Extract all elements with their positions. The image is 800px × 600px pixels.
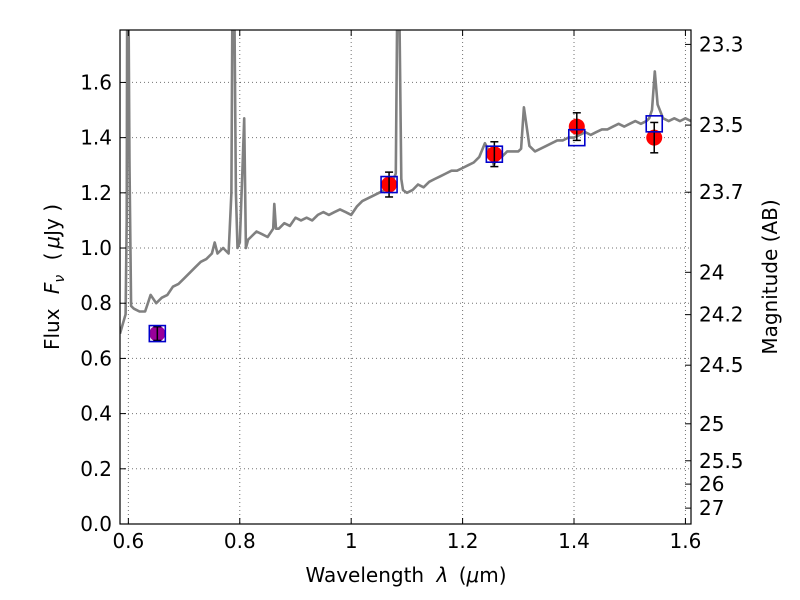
y2-tick-label: 23.5 (699, 113, 744, 137)
model-point (485, 145, 504, 163)
x-tick-label: 1 (345, 529, 358, 553)
x-axis-label-unit-open: ( (459, 563, 467, 587)
y-axis-label-unit-mu: μ (40, 236, 64, 250)
y-tick-label: 0.8 (80, 291, 112, 315)
axis-ticks (120, 30, 691, 525)
grid (120, 30, 691, 525)
y-tick-label: 1.2 (80, 181, 112, 205)
x-tick-label: 1.2 (447, 529, 479, 553)
observed-point (149, 325, 166, 342)
y-tick-label: 1.4 (80, 126, 112, 150)
observed-point (568, 112, 585, 142)
y2-tick-label: 23.3 (699, 32, 744, 56)
y-axis-label-sub: ν (52, 275, 68, 283)
y2-tick-label: 25.5 (699, 449, 744, 473)
plot-frame (119, 29, 692, 525)
y2-tick-label: 23.7 (699, 180, 744, 204)
observed-point (646, 121, 663, 154)
y2-axis-label: Magnitude (AB) (758, 199, 782, 354)
y2-tick-label: 26 (699, 472, 724, 496)
y2-tick-label: 24.5 (699, 353, 744, 377)
y-tick-label: 1.6 (80, 70, 112, 94)
y-tick-label: 0.6 (80, 346, 112, 370)
y-axis-label-unit-open: ( (40, 253, 64, 261)
y2-tick-label: 24 (699, 260, 724, 284)
y-axis-label-symbol: F (40, 282, 64, 294)
x-axis-label: Wavelength λ (μm) (305, 563, 506, 587)
x-tick-label: 1.6 (670, 529, 702, 553)
tick-labels: 0.6 0.8 1 1.2 1.4 1.6 0.0 0.2 0.4 0.6 0.8 1.0 1.2 1.4… (80, 32, 743, 553)
x-axis-label-unit-mu: μ (466, 563, 480, 587)
x-tick-label: 1.4 (558, 529, 590, 553)
y-axis-label-text: Flux (40, 308, 64, 350)
x-axis-label-unit-rest: m) (479, 563, 506, 587)
spectrum-line (120, 30, 691, 334)
plot-area (120, 30, 691, 343)
x-axis-label-symbol: λ (435, 563, 448, 587)
model-point (380, 175, 398, 194)
x-tick-label: 0.6 (112, 529, 144, 553)
y-tick-label: 0.0 (80, 512, 112, 536)
y-tick-label: 1.0 (80, 236, 112, 260)
model-point (645, 115, 664, 133)
y-tick-label: 0.4 (80, 402, 112, 426)
y-axis-label: Flux Fν ( μJy ) (40, 204, 69, 350)
model-point (567, 128, 586, 147)
y2-tick-label: 24.2 (699, 303, 744, 327)
x-tick-label: 0.8 (224, 529, 256, 553)
y-axis-label-unit-rest: Jy ) (40, 204, 64, 238)
model-point (148, 324, 167, 343)
y-tick-label: 0.2 (80, 457, 112, 481)
y2-tick-label: 25 (699, 412, 724, 436)
x-axis-label-text: Wavelength (305, 563, 424, 587)
y2-tick-label: 27 (699, 496, 724, 520)
